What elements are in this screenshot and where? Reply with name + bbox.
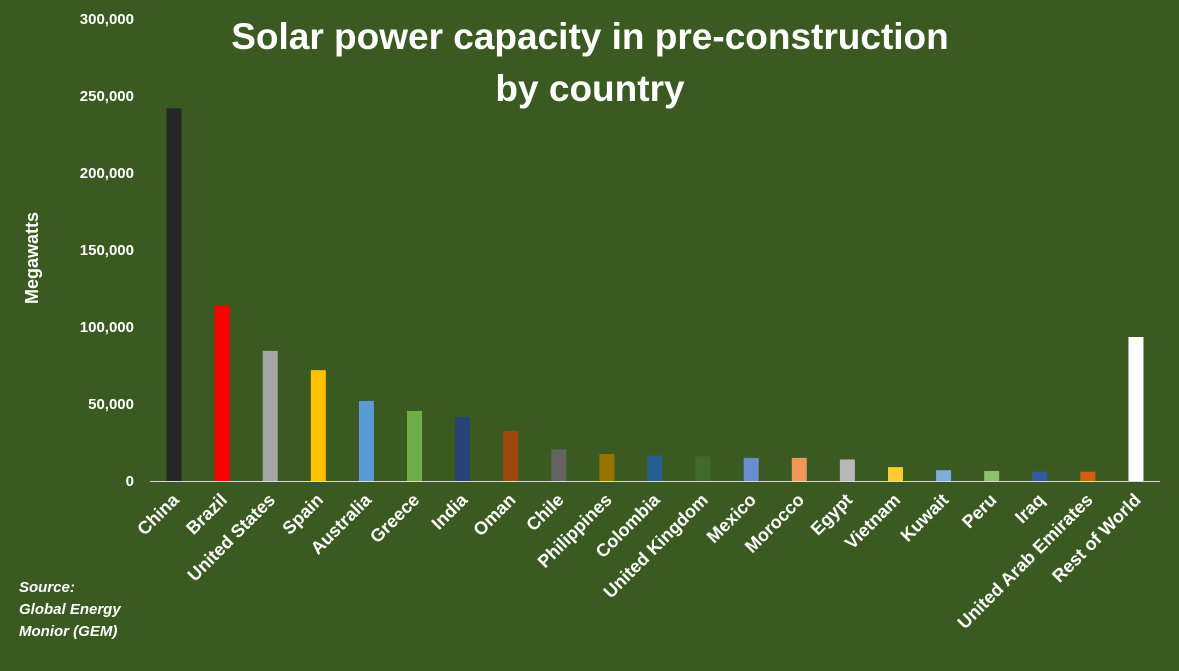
bar-egypt: [839, 459, 855, 481]
bar-morocco: [791, 457, 807, 481]
x-tick-label: Iraq: [1011, 490, 1048, 527]
chart-title-line-2: by country: [495, 68, 685, 109]
bar-brazil: [214, 305, 230, 481]
bar-rest-of-world: [1128, 337, 1144, 481]
bar-iraq: [1032, 471, 1048, 481]
bars: [166, 108, 1144, 481]
y-tick-label: 100,000: [80, 319, 134, 336]
x-tick-label: Oman: [469, 490, 519, 540]
source-note: Source: Global Energy Monior (GEM): [19, 577, 121, 643]
y-tick-label: 250,000: [80, 88, 134, 105]
x-tick-label: Rest of World: [1048, 490, 1145, 587]
bar-philippines: [599, 454, 615, 481]
bar-united-arab-emirates: [1080, 471, 1096, 481]
bar-colombia: [647, 455, 663, 481]
x-tick-label: Peru: [958, 490, 1000, 532]
y-tick-label: 200,000: [80, 165, 134, 182]
y-axis: 0 50,000 100,000 150,000 200,000 250,000 300,0…: [80, 11, 134, 490]
bar-spain: [310, 370, 326, 481]
source-line-1: Source:: [19, 579, 75, 596]
x-tick-label: India: [428, 489, 473, 534]
bar-greece: [407, 410, 423, 481]
x-tick-label: United States: [184, 490, 279, 585]
bar-china: [166, 108, 182, 481]
bar-united-states: [262, 350, 278, 481]
x-tick-label: Chile: [522, 490, 567, 535]
bar-peru: [984, 470, 1000, 481]
bar-vietnam: [887, 467, 903, 481]
bar-kuwait: [936, 470, 952, 481]
y-tick-label: 150,000: [80, 242, 134, 259]
bar-chile: [551, 449, 567, 481]
y-tick-label: 300,000: [80, 11, 134, 28]
bar-oman: [503, 430, 519, 481]
y-tick-label: 50,000: [88, 396, 134, 413]
y-axis-label: Megawatts: [22, 212, 42, 304]
bar-australia: [358, 400, 374, 481]
x-tick-label: Kuwait: [897, 490, 953, 546]
x-tick-label: Greece: [366, 490, 423, 547]
bar-india: [455, 417, 471, 481]
y-tick-label: 0: [126, 473, 134, 490]
source-line-2: Global Energy: [19, 601, 121, 618]
x-tick-label: China: [133, 489, 183, 539]
chart-title-line-1: Solar power capacity in pre-construction: [231, 16, 949, 57]
source-line-3: Monior (GEM): [19, 623, 118, 640]
bar-mexico: [743, 457, 759, 481]
bar-united-kingdom: [695, 456, 711, 481]
